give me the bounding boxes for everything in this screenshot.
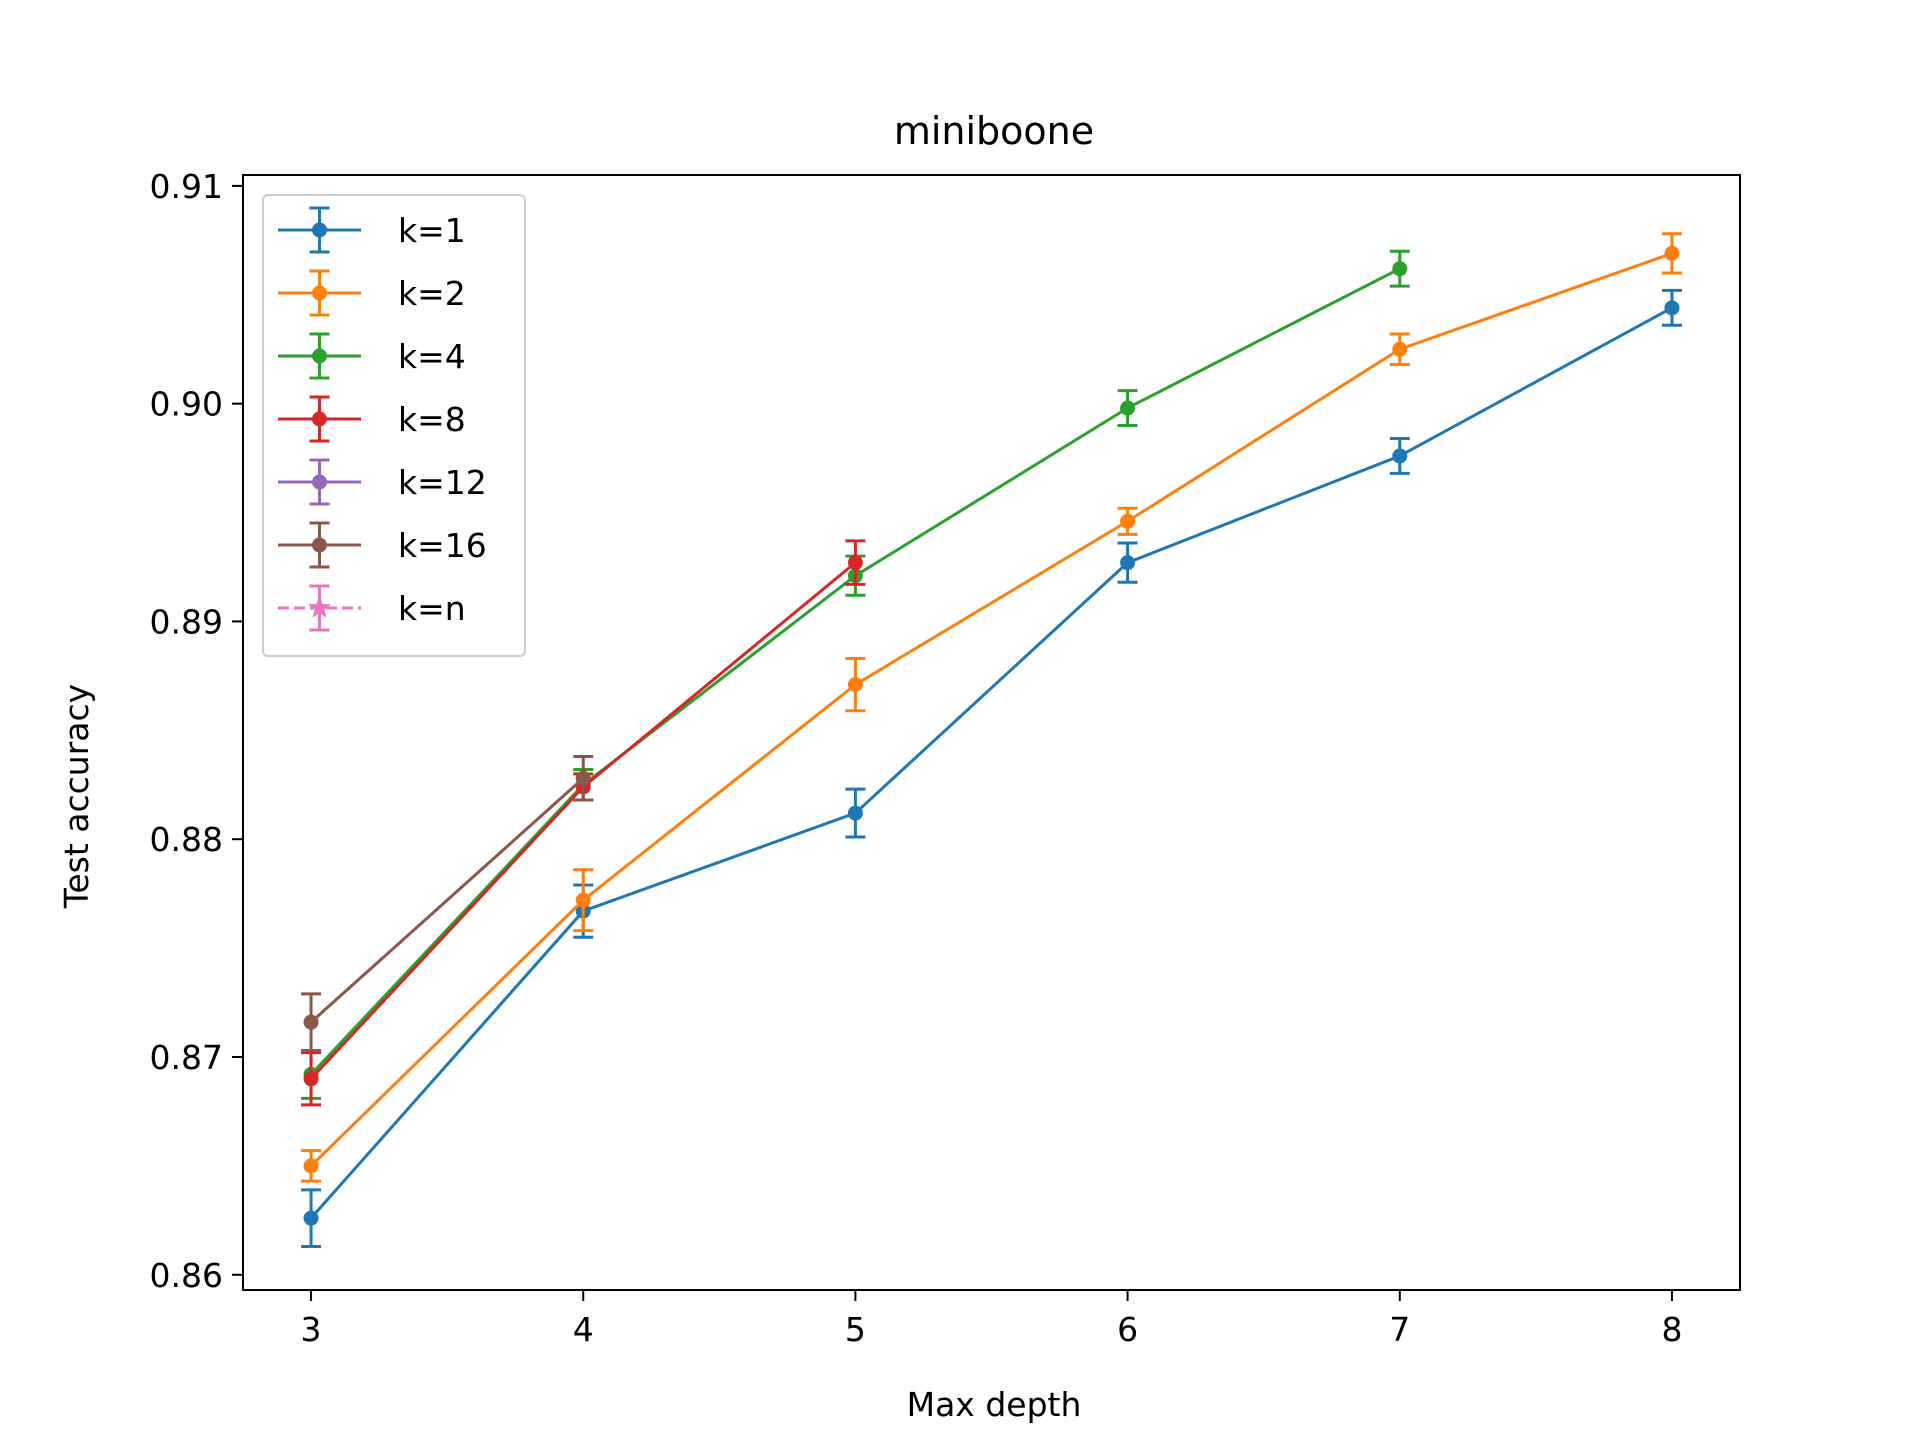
series-k-1-point [1120, 555, 1136, 571]
y-tick-label: 0.88 [150, 820, 223, 859]
chart-title: miniboone [894, 109, 1094, 153]
legend-item-k-n-label: k=n [398, 589, 466, 628]
legend-item-k-8-label: k=8 [398, 400, 466, 439]
legend-item-k-16-marker [312, 537, 327, 553]
series-k-4-point [1120, 400, 1136, 416]
series-k-1-point [847, 805, 863, 821]
series-k-2-point [847, 677, 863, 693]
legend-item-k-n-marker [308, 596, 331, 618]
legend-item-k-8: k=8 [278, 395, 466, 443]
x-tick-label: 7 [1389, 1310, 1410, 1349]
legend-item-k-4: k=4 [278, 332, 466, 380]
series-k-2-point [303, 1158, 319, 1174]
legend-item-k-16-label: k=16 [398, 526, 487, 565]
series-k-2-point [1664, 245, 1680, 261]
legend-item-k-12-marker [312, 474, 327, 490]
series-k-16-point [303, 1014, 319, 1030]
legend-item-k-1-label: k=1 [398, 211, 466, 250]
series-k-16-line [310, 777, 585, 1024]
legend-item-k-12-label: k=12 [398, 463, 487, 502]
series-k-1-point [303, 1210, 319, 1226]
y-tick-label: 0.91 [150, 167, 223, 206]
legend-item-k-4-marker [312, 348, 327, 364]
series-k-1-point [1392, 448, 1408, 464]
series-k-2-point [575, 892, 591, 908]
x-tick-label: 5 [845, 1310, 866, 1349]
series-k-1-point [1664, 300, 1680, 316]
legend-item-k-16: k=16 [278, 521, 487, 569]
series-k-1-line [309, 306, 1673, 1220]
series-k-8-point [847, 555, 863, 571]
legend-item-k-12: k=12 [278, 458, 487, 506]
legend-item-k-1-marker [312, 222, 327, 238]
series-k-16 [301, 754, 594, 1052]
legend-item-k-2-marker [312, 285, 327, 301]
legend-item-k-2-label: k=2 [398, 274, 466, 313]
y-axis-label: Test accuracy [57, 684, 96, 909]
series-k-16-point [575, 770, 591, 786]
x-axis: 3 4 5 6 7 8 [301, 1290, 1682, 1349]
legend-item-k-8-marker [312, 411, 327, 427]
series-k-4-point [1392, 261, 1408, 277]
x-tick-label: 4 [573, 1310, 594, 1349]
y-axis: 0.86 0.87 0.88 0.89 0.90 0.91 [150, 167, 243, 1295]
series-layer [301, 232, 1682, 1248]
legend-box [262, 194, 526, 657]
x-axis-label: Max depth [907, 1385, 1082, 1424]
legend-item-k-n: k=n [278, 584, 466, 632]
x-tick-label: 8 [1661, 1310, 1682, 1349]
y-tick-label: 0.90 [150, 385, 223, 424]
legend-item-k-2: k=2 [278, 269, 466, 317]
series-k-8-point [303, 1071, 319, 1087]
legend: k=1 k=2 k=4 k=8 k=12 k=16 k=n [262, 194, 526, 657]
x-tick-label: 6 [1117, 1310, 1138, 1349]
x-tick-label: 3 [301, 1310, 322, 1349]
y-tick-label: 0.86 [150, 1256, 223, 1295]
legend-item-k-4-label: k=4 [398, 337, 466, 376]
series-k-2-point [1392, 341, 1408, 357]
series-k-2-point [1120, 513, 1136, 529]
series-k-2-line [310, 251, 1673, 1167]
legend-item-k-1: k=1 [278, 206, 466, 254]
series-k-2 [301, 232, 1682, 1183]
y-tick-label: 0.87 [150, 1038, 223, 1077]
y-tick-label: 0.89 [150, 602, 223, 641]
